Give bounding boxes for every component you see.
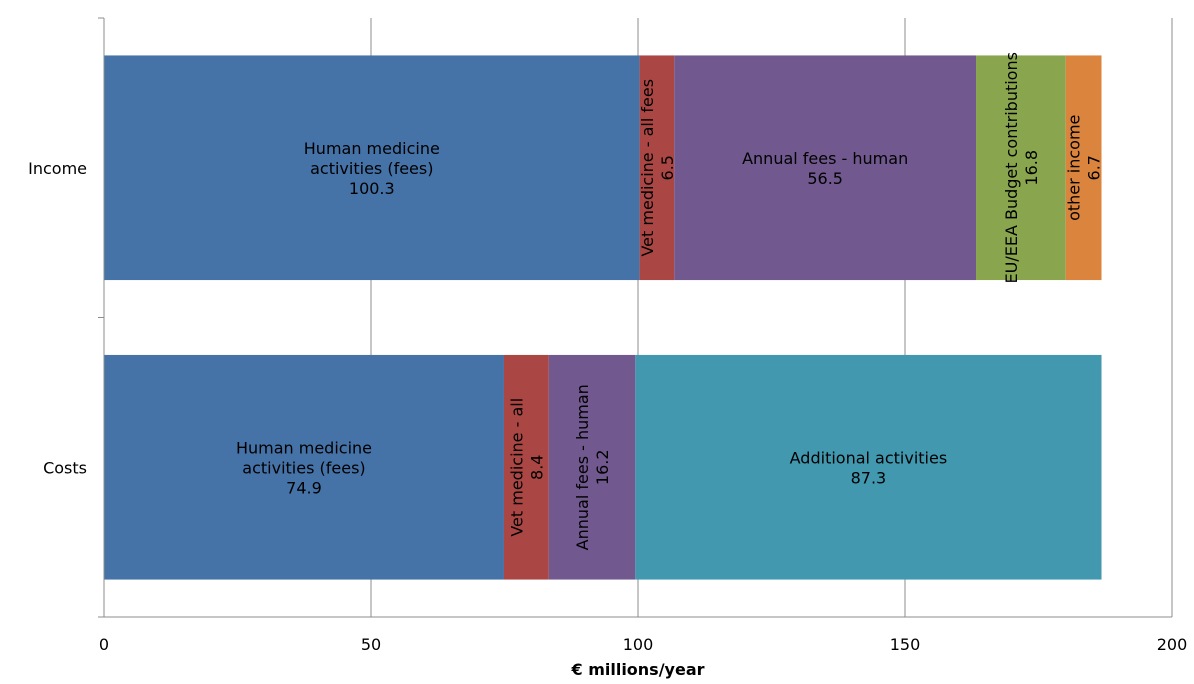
segment-value-label: 87.3 — [851, 468, 887, 487]
segment-value-label: 16.8 — [1022, 150, 1041, 186]
x-axis-title: € millions/year — [570, 660, 704, 679]
segment-value-label: 74.9 — [286, 478, 322, 497]
segment-label: Annual fees - human 16.2 — [573, 384, 612, 550]
bar-segment — [503, 354, 549, 580]
x-tick-label: 0 — [99, 635, 109, 654]
segment-label: EU/EEA Budget contributions 16.8 — [1002, 52, 1041, 283]
segment-name-label: Vet medicine - all fees — [638, 79, 657, 257]
bar-segment — [635, 354, 1102, 580]
segment-name-label: Human medicine — [304, 139, 440, 158]
bar-segment — [1065, 55, 1102, 281]
x-tick-label: 100 — [623, 635, 654, 654]
x-tick-label: 200 — [1157, 635, 1188, 654]
segment-name-label: Additional activities — [790, 448, 948, 467]
segment-value-label: 56.5 — [807, 169, 843, 188]
segment-label: other income 6.7 — [1065, 115, 1104, 221]
segment-value-label: 6.7 — [1085, 155, 1104, 180]
segment-name-label: activities (fees) — [310, 159, 433, 178]
y-category-label: Costs — [43, 458, 87, 477]
segment-value-label: 16.2 — [593, 449, 612, 485]
segment-value-label: 100.3 — [349, 179, 395, 198]
x-tick-label: 150 — [890, 635, 921, 654]
segment-name-label: other income — [1065, 115, 1084, 221]
segment-name-label: EU/EEA Budget contributions — [1002, 52, 1021, 283]
segment-name-label: Annual fees - human — [742, 149, 908, 168]
segment-value-label: 6.5 — [658, 155, 677, 180]
bar-segment — [104, 55, 640, 281]
x-tick-label: 50 — [361, 635, 381, 654]
segment-label: Vet medicine - all fees 6.5 — [638, 79, 677, 257]
axes: 0 50 100 150 200 Income Costs — [28, 17, 1188, 654]
segment-name-label: activities (fees) — [242, 458, 365, 477]
segment-name-label: Human medicine — [236, 438, 372, 457]
bar-segment — [976, 55, 1066, 281]
y-category-label: Income — [28, 159, 87, 178]
segment-name-label: Annual fees - human — [573, 384, 592, 550]
bars — [104, 55, 1102, 580]
segment-label: Vet medicine - all 8.4 — [507, 398, 546, 537]
bar-segment — [674, 55, 977, 281]
bar-segment — [639, 55, 675, 281]
bar-segment — [548, 354, 636, 580]
bar-segment — [104, 354, 504, 580]
segment-name-label: Vet medicine - all — [507, 398, 526, 537]
segment-value-label: 8.4 — [527, 455, 546, 480]
